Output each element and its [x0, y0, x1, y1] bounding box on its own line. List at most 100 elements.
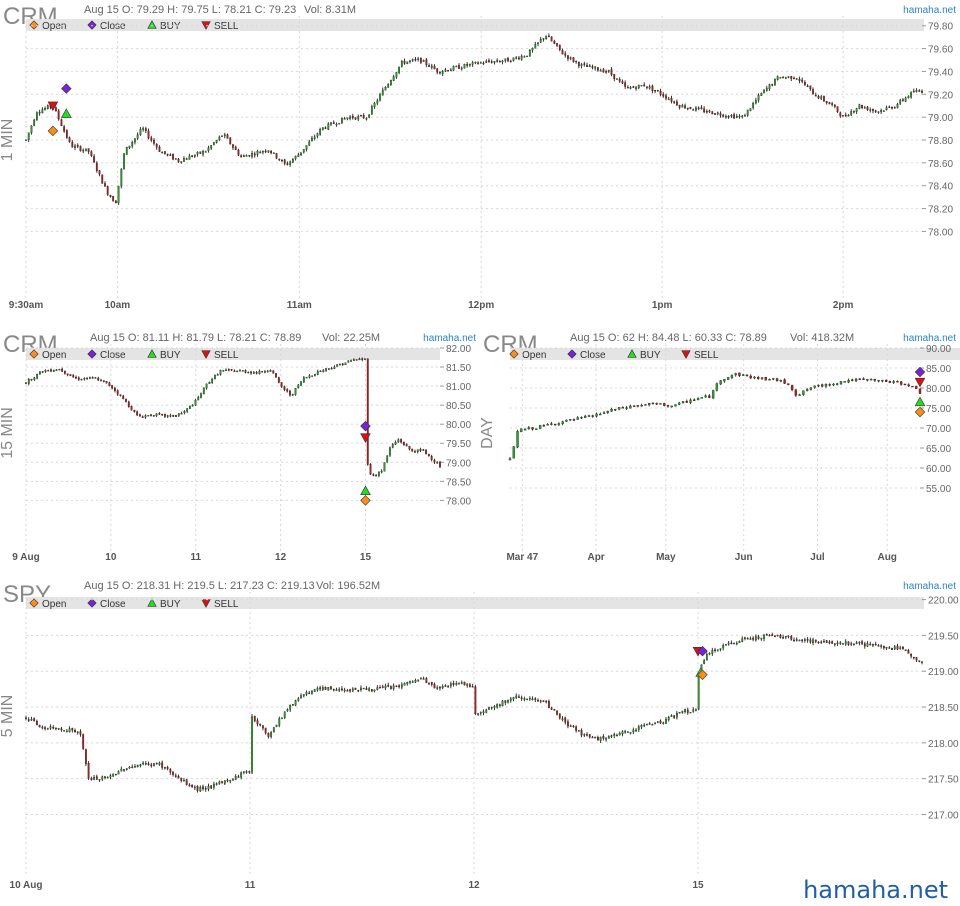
candle-body	[460, 682, 463, 684]
candle-body	[700, 107, 703, 110]
candle-body	[325, 368, 327, 371]
candle-body	[341, 117, 343, 124]
timeframe-label: 1 MIN	[0, 119, 16, 162]
candle-body	[670, 98, 673, 102]
candle-body	[172, 154, 174, 160]
chart-panel-spy-5min: SPY Aug 15 O: 218.31 H: 219.5 L: 217.23 C…	[0, 576, 960, 894]
candle-body	[891, 106, 893, 109]
candle-body	[458, 65, 460, 69]
candle-body	[882, 110, 885, 112]
candle-body	[387, 685, 390, 687]
legend-buy-icon	[147, 20, 157, 29]
candle-body	[27, 132, 30, 141]
candles-group	[25, 33, 923, 205]
candle-body	[364, 358, 366, 360]
x-tick-label: Jul	[810, 552, 825, 563]
candle-body	[101, 776, 104, 780]
candle-body	[727, 642, 730, 645]
candle-body	[302, 694, 305, 697]
y-tick-label: 60.00	[926, 464, 951, 475]
candle-body	[727, 116, 730, 118]
brand-link: hamaha.net	[903, 5, 956, 16]
candle-body	[174, 775, 177, 777]
candle-body	[98, 170, 101, 175]
candle-body	[335, 689, 338, 691]
candle-body	[346, 690, 349, 692]
candle-body	[509, 698, 512, 701]
candle-body	[300, 695, 302, 699]
candle-body	[376, 100, 379, 104]
candle-body	[226, 134, 229, 139]
candle-body	[776, 634, 779, 637]
candle-body	[205, 383, 208, 389]
candle-body	[839, 112, 842, 117]
candle-body	[738, 116, 741, 118]
candle-body	[377, 471, 380, 476]
candle-body	[477, 713, 479, 715]
candle-body	[507, 699, 509, 703]
candle-body	[572, 57, 575, 62]
marker-close-icon	[360, 420, 371, 432]
candle-body	[902, 99, 904, 101]
y-tick-label: 219.50	[928, 631, 959, 642]
candle-body	[866, 106, 869, 110]
legend-open-label: Open	[42, 599, 66, 610]
candle-body	[188, 784, 191, 787]
candle-body	[272, 152, 275, 154]
candle-body	[100, 379, 102, 382]
candle-body	[910, 654, 913, 657]
candle-body	[686, 107, 689, 110]
candle-body	[214, 374, 216, 379]
legend-buy-label: BUY	[160, 599, 181, 610]
candle-body	[183, 158, 185, 162]
candle-body	[665, 719, 667, 724]
footer-brand-logo[interactable]: hamaha.net	[803, 876, 948, 904]
candle-body	[504, 700, 507, 703]
candle-body	[703, 108, 706, 113]
legend-bar	[26, 597, 924, 609]
candle-body	[733, 642, 735, 645]
candle-body	[915, 385, 918, 389]
candle-body	[556, 43, 558, 46]
candle-body	[44, 108, 46, 110]
candle-body	[117, 771, 120, 775]
candle-body	[234, 776, 237, 780]
y-tick-label: 79.20	[928, 90, 953, 101]
candle-body	[105, 381, 108, 384]
candle-body	[25, 382, 27, 384]
candle-body	[313, 136, 316, 139]
candle-body	[771, 634, 774, 637]
candle-body	[225, 369, 227, 372]
legend-buy-label: BUY	[160, 21, 181, 32]
candle-body	[877, 645, 880, 647]
candle-body	[614, 409, 617, 411]
candle-body	[324, 687, 327, 690]
candle-body	[166, 415, 169, 417]
candle-body	[336, 364, 339, 367]
candle-body	[703, 660, 706, 665]
candle-body	[351, 115, 354, 119]
candle-body	[245, 771, 248, 773]
candle-body	[708, 395, 711, 398]
candle-body	[269, 370, 272, 372]
candle-body	[583, 734, 586, 736]
candle-body	[398, 685, 401, 688]
candle-body	[858, 641, 861, 644]
candle-body	[625, 407, 628, 409]
candle-body	[240, 772, 243, 778]
candle-body	[408, 445, 411, 450]
candle-body	[341, 363, 344, 365]
candle-body	[686, 709, 689, 713]
timeframe-label: DAY	[480, 417, 496, 449]
candle-body	[527, 427, 530, 430]
candle-body	[210, 145, 213, 149]
candle-body	[321, 127, 324, 130]
candle-body	[172, 771, 174, 775]
candle-body	[422, 449, 425, 451]
candle-body	[339, 363, 341, 366]
candle-body	[501, 60, 504, 63]
x-tick-label: 9 Aug	[12, 552, 39, 563]
candle-body	[738, 372, 741, 376]
candle-body	[836, 106, 839, 112]
legend-sell-label: SELL	[214, 599, 239, 610]
